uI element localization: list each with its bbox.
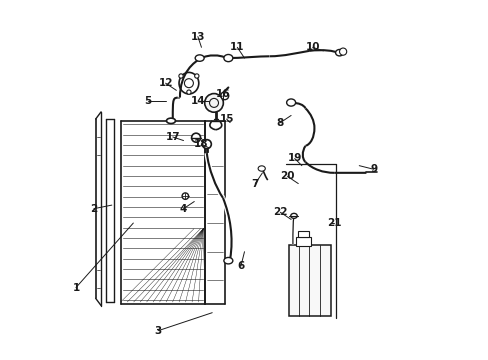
Text: 14: 14 [190, 96, 205, 106]
Text: 10: 10 [305, 42, 319, 52]
Ellipse shape [202, 140, 211, 149]
Text: 21: 21 [326, 218, 341, 228]
Ellipse shape [258, 166, 265, 171]
Circle shape [186, 90, 191, 94]
Text: 15: 15 [219, 114, 233, 124]
Text: 7: 7 [251, 179, 259, 189]
Circle shape [339, 48, 346, 55]
Text: 4: 4 [180, 204, 187, 214]
Text: 11: 11 [230, 42, 244, 52]
Text: 19: 19 [287, 153, 301, 163]
Circle shape [194, 74, 199, 78]
Text: 5: 5 [144, 96, 151, 106]
Text: 8: 8 [276, 118, 284, 128]
Bar [289, 244, 330, 316]
Ellipse shape [224, 54, 232, 62]
Text: 13: 13 [190, 32, 204, 41]
Ellipse shape [335, 49, 343, 56]
Text: 18: 18 [194, 139, 208, 149]
Text: 12: 12 [158, 78, 172, 88]
Ellipse shape [286, 99, 295, 106]
Text: 1: 1 [72, 283, 80, 293]
Circle shape [179, 74, 183, 78]
Ellipse shape [204, 94, 223, 112]
Text: 17: 17 [165, 132, 180, 142]
Ellipse shape [182, 193, 188, 199]
Text: 16: 16 [215, 89, 230, 99]
Ellipse shape [191, 133, 200, 142]
Text: 6: 6 [237, 261, 244, 271]
Ellipse shape [166, 118, 175, 123]
Text: 22: 22 [273, 207, 287, 217]
Text: 20: 20 [280, 171, 294, 181]
Bar [298, 231, 308, 237]
Ellipse shape [195, 55, 203, 61]
Text: 9: 9 [369, 164, 376, 174]
Ellipse shape [221, 92, 228, 100]
Ellipse shape [290, 213, 297, 219]
Text: 3: 3 [155, 325, 162, 336]
Text: 2: 2 [90, 204, 97, 214]
Bar [296, 237, 310, 246]
Ellipse shape [224, 257, 232, 264]
